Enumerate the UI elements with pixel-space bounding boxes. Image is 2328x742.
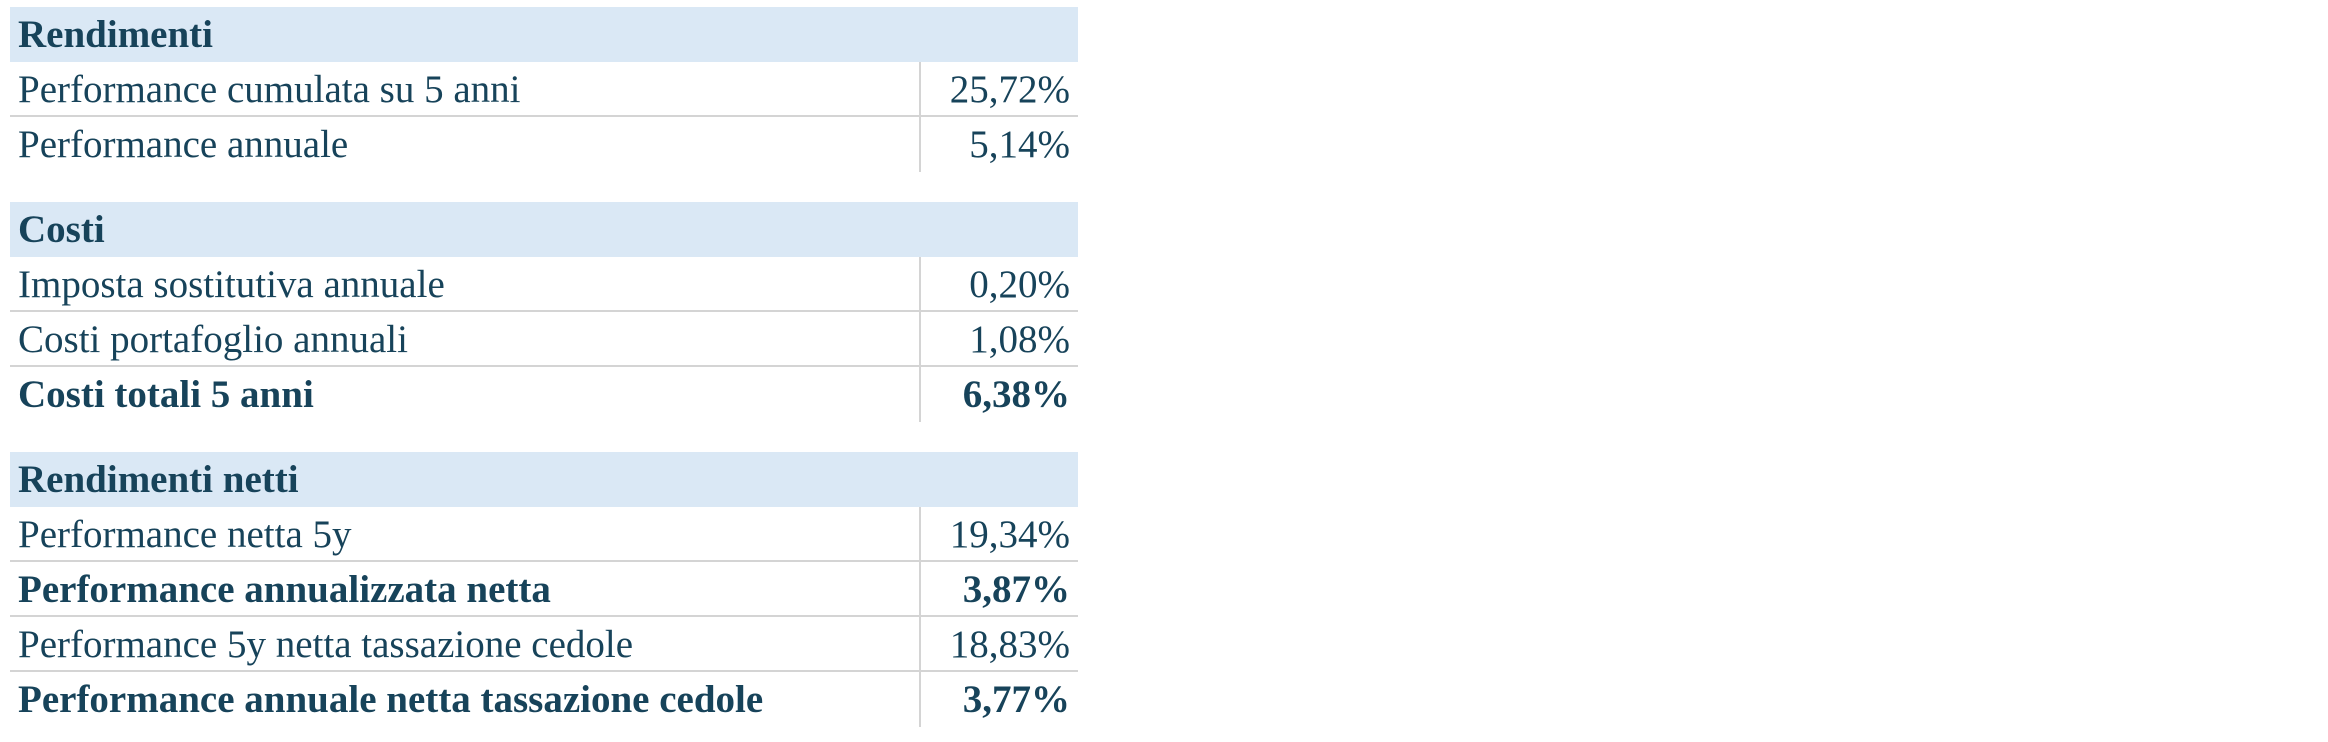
row-value: 19,34% xyxy=(919,507,1078,562)
section-header: Rendimenti netti xyxy=(10,452,1078,507)
section-header: Costi xyxy=(10,202,1078,257)
row-label: Imposta sostitutiva annuale xyxy=(10,257,919,312)
row-label: Performance 5y netta tassazione cedole xyxy=(10,617,919,672)
row-value: 3,87% xyxy=(919,562,1078,617)
row-label: Costi totali 5 anni xyxy=(18,373,314,416)
row-value: 3,77% xyxy=(919,672,1078,727)
row-value: 0,20% xyxy=(919,257,1078,312)
row-label: Performance annualizzata netta xyxy=(10,562,919,617)
section-header: Rendimenti xyxy=(10,7,1078,62)
row-value: 25,72% xyxy=(919,62,1078,117)
row-label: Performance cumulata su 5 anni xyxy=(10,62,919,117)
row-value: 6,38% xyxy=(919,367,1078,422)
row-value: 5,14% xyxy=(919,117,1078,172)
row-label: Costi portafoglio annuali xyxy=(10,312,919,367)
row-label: Performance netta 5y xyxy=(10,507,919,562)
row-value: 18,83% xyxy=(919,617,1078,672)
row-label: Performance annuale netta tassazione ced… xyxy=(18,678,764,721)
row-label: Performance annuale xyxy=(18,123,349,166)
row-value: 1,08% xyxy=(919,312,1078,367)
